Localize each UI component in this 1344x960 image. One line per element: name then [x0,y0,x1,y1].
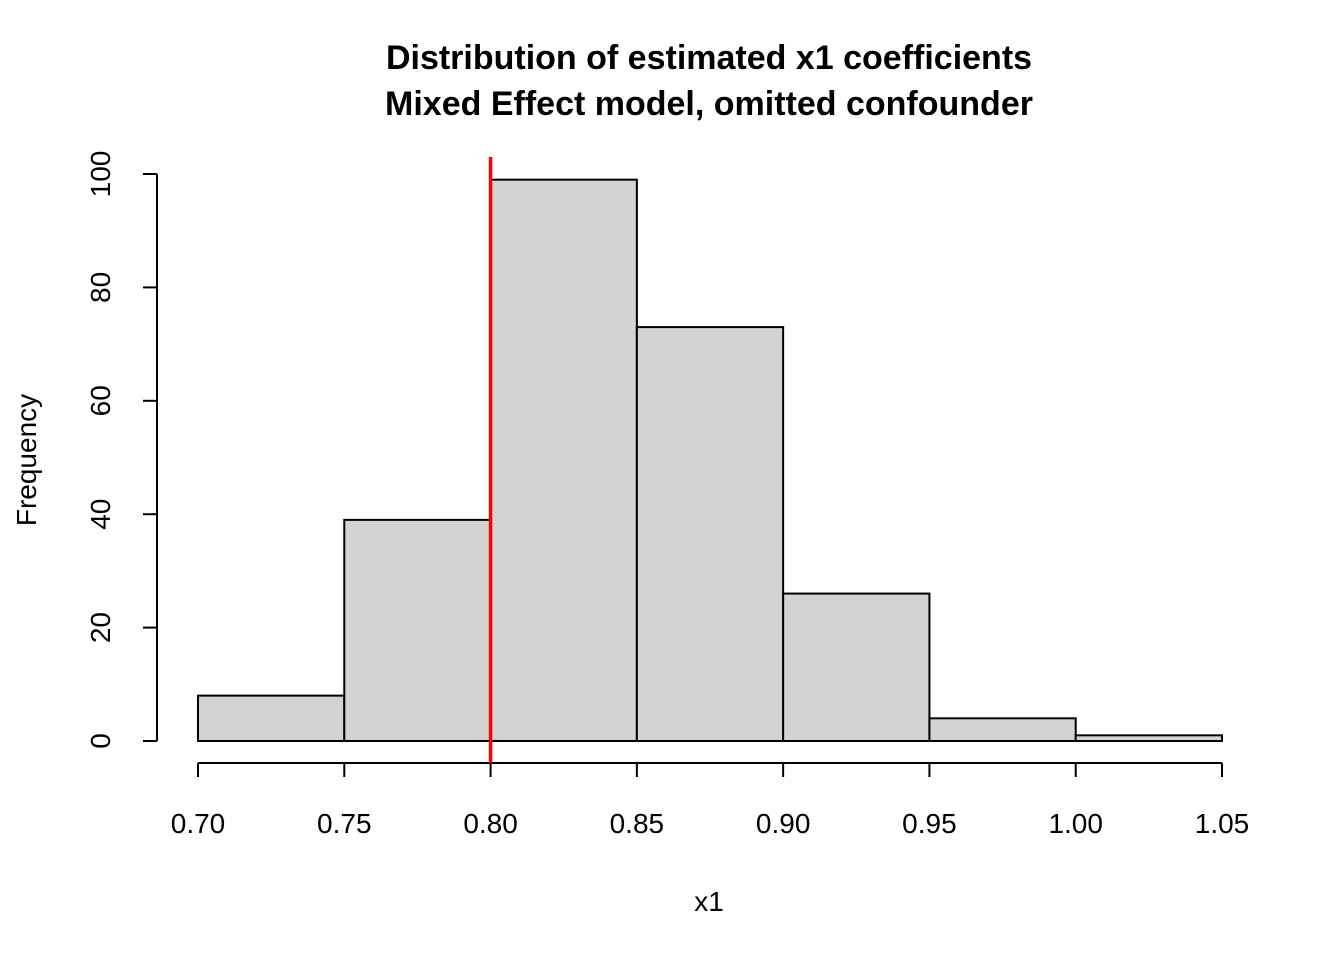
x-axis: 0.70 0.75 0.80 0.85 0.90 0.95 1.00 1.05 [171,762,1250,839]
x-tick-label: 0.75 [317,808,372,839]
histogram-bar [1074,734,1223,743]
y-tick-label: 80 [85,272,116,303]
histogram-bar [197,694,346,743]
bars [197,178,1223,743]
x-tick-label: 0.95 [902,808,957,839]
histogram-bar [343,518,492,742]
y-tick-label: 100 [85,151,116,198]
x-tick-label: 0.85 [610,808,665,839]
x-tick-label: 0.80 [463,808,518,839]
y-tick-label: 0 [85,733,116,749]
x-tick-label: 1.00 [1048,808,1103,839]
x-tick-label: 1.05 [1195,808,1250,839]
chart-subtitle: Mixed Effect model, omitted confounder [385,85,1033,123]
histogram-bar [782,592,931,743]
y-axis-label: Frequency [11,394,42,526]
x-tick-label: 0.90 [756,808,811,839]
y-axis: 0 20 40 60 80 100 [85,151,158,749]
y-tick-label: 20 [85,612,116,643]
x-tick-label: 0.70 [171,808,226,839]
histogram-bar [635,326,785,742]
y-tick-label: 40 [85,499,116,530]
y-tick-label: 60 [85,385,116,416]
x-axis-label: x1 [694,886,724,917]
chart-title: Distribution of estimated x1 coefficient… [386,39,1032,77]
histogram-bar [928,717,1077,743]
histogram-bar [489,178,638,743]
